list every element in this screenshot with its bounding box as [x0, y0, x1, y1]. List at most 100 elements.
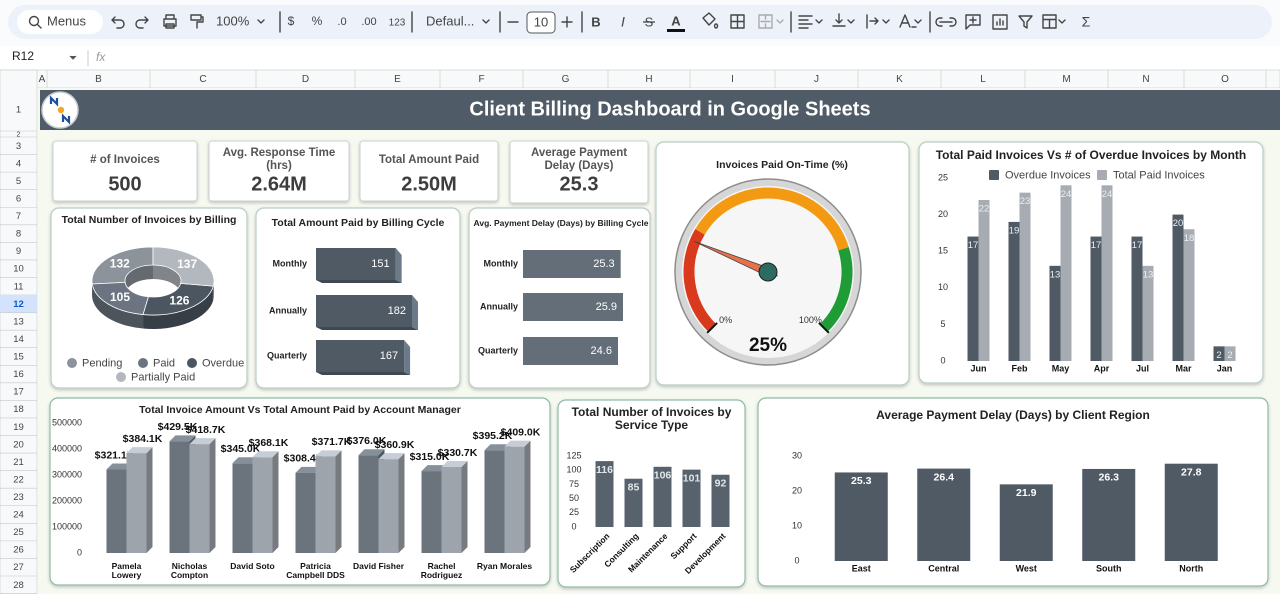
toolbar-search[interactable]: Menus	[47, 13, 87, 28]
redo-icon[interactable]	[135, 16, 149, 29]
fill-color-icon[interactable]	[702, 12, 719, 29]
undo-icon[interactable]	[111, 16, 125, 29]
row-header[interactable]: 21	[13, 457, 24, 468]
row-header[interactable]: 17	[13, 387, 24, 398]
row-header[interactable]: 22	[13, 474, 24, 485]
toolbar-bold[interactable]: B	[591, 14, 600, 29]
column-header[interactable]: N	[1142, 74, 1149, 85]
row-header[interactable]: 27	[13, 562, 24, 573]
value-label: $409.0K	[501, 426, 541, 438]
kpi-value: 2.50M	[401, 173, 457, 195]
row-header[interactable]: 16	[13, 369, 24, 380]
row-header[interactable]: 28	[13, 580, 24, 591]
toolbar-font[interactable]: Defaul...	[426, 13, 474, 28]
toolbar-currency[interactable]: $	[288, 14, 295, 28]
column-header[interactable]: C	[199, 74, 206, 85]
row-header[interactable]: 7	[16, 211, 21, 222]
comment-icon[interactable]	[965, 14, 981, 30]
table-icon[interactable]	[1042, 14, 1066, 29]
row-header[interactable]: 8	[16, 229, 21, 240]
font-dropdown[interactable]	[482, 19, 490, 24]
headers: A B C D E F G H I J K L M N O1234567891011121314151617…	[0, 70, 1267, 594]
category-label-box: Nicholas Compton	[171, 562, 208, 580]
row-header[interactable]: 23	[13, 492, 24, 503]
toolbar-number-format[interactable]: 123	[389, 18, 406, 29]
row-header[interactable]: 25	[13, 527, 24, 538]
filter-icon[interactable]	[1018, 15, 1033, 29]
rotate-icon[interactable]	[899, 14, 922, 28]
toolbar-font-size[interactable]: 10	[534, 14, 548, 29]
row-header[interactable]: 14	[13, 334, 24, 345]
column-header[interactable]: J	[814, 74, 819, 85]
y-tick-label: 5	[940, 319, 945, 329]
column-header[interactable]: O	[1221, 74, 1229, 85]
chart-title-box: Total Amount Paid by Billing Cycle	[272, 217, 445, 229]
row-header[interactable]: 26	[13, 545, 24, 556]
row-header[interactable]: 2	[17, 131, 21, 138]
category-label: Monthly	[273, 258, 308, 268]
y-tick-label: 25	[569, 507, 579, 517]
search-box[interactable]	[17, 10, 103, 34]
merge-icon[interactable]	[758, 14, 773, 29]
column-header[interactable]: I	[731, 74, 734, 85]
toolbar-italic[interactable]: I	[621, 14, 625, 30]
row-header[interactable]: 9	[16, 246, 21, 257]
bar	[1213, 346, 1225, 361]
row-header[interactable]: 15	[13, 352, 24, 363]
row-header[interactable]: 4	[16, 158, 21, 169]
valign-icon[interactable]	[832, 13, 855, 27]
name-box-dropdown[interactable]	[69, 55, 77, 60]
value-label: $330.7K	[438, 447, 478, 459]
kpi-label-box: Avg. Response Time (hrs)	[223, 147, 335, 172]
row-header[interactable]: 18	[13, 404, 24, 415]
toolbar-percent[interactable]: %	[312, 14, 323, 28]
toolbar-decrease-decimal[interactable]: .0	[337, 16, 346, 28]
row-header[interactable]: 11	[14, 281, 24, 292]
row-header[interactable]: 10	[13, 264, 24, 275]
wrap-icon[interactable]	[866, 14, 890, 29]
gauge-band	[695, 187, 849, 251]
column-header[interactable]: D	[302, 74, 309, 85]
toolbar-zoom[interactable]: 100%	[216, 13, 250, 28]
column-header[interactable]: B	[95, 74, 102, 85]
toolbar-increase-decimal[interactable]: .00	[361, 16, 376, 28]
value-label: $384.1K	[123, 433, 163, 445]
search-icon[interactable]	[28, 15, 40, 27]
row-header[interactable]: 20	[13, 439, 24, 450]
bar	[1008, 221, 1020, 361]
row-header[interactable]: 5	[16, 176, 21, 187]
logo	[41, 91, 79, 129]
column-header[interactable]: K	[896, 74, 903, 85]
row-header[interactable]: 19	[13, 422, 24, 433]
align-icon[interactable]	[798, 15, 823, 29]
toolbar	[8, 5, 1272, 39]
row-header[interactable]: 6	[16, 193, 21, 204]
title-banner	[40, 90, 1280, 130]
column-header[interactable]: M	[1062, 74, 1070, 85]
kpi-label-box: Total Amount Paid	[379, 154, 479, 166]
increase-font-size[interactable]	[561, 16, 573, 28]
name-box[interactable]: R12	[12, 49, 34, 63]
row-header[interactable]: 3	[16, 141, 21, 152]
link-icon[interactable]	[935, 17, 957, 27]
zoom-dropdown[interactable]	[257, 19, 265, 24]
toolbar-functions[interactable]: Σ	[1082, 14, 1091, 30]
column-header[interactable]: A	[39, 74, 46, 85]
column-header[interactable]: H	[645, 74, 652, 85]
column-header[interactable]: F	[478, 74, 484, 85]
print-icon[interactable]	[163, 14, 177, 29]
y-tick-label: 0	[571, 521, 576, 531]
column-header[interactable]: G	[562, 74, 570, 85]
font-size-box[interactable]	[526, 11, 556, 34]
row-header[interactable]: 24	[13, 510, 24, 521]
toolbar-text-color[interactable]: A	[671, 13, 681, 28]
column-header[interactable]: E	[394, 74, 401, 85]
paint-format-icon[interactable]	[190, 14, 204, 29]
column-header[interactable]: L	[980, 74, 986, 85]
borders-icon[interactable]	[730, 14, 745, 29]
chart-icon[interactable]	[992, 14, 1008, 30]
row-header[interactable]: 13	[13, 316, 24, 327]
row-header[interactable]: 12	[13, 299, 24, 310]
row-header[interactable]: 1	[16, 105, 21, 116]
